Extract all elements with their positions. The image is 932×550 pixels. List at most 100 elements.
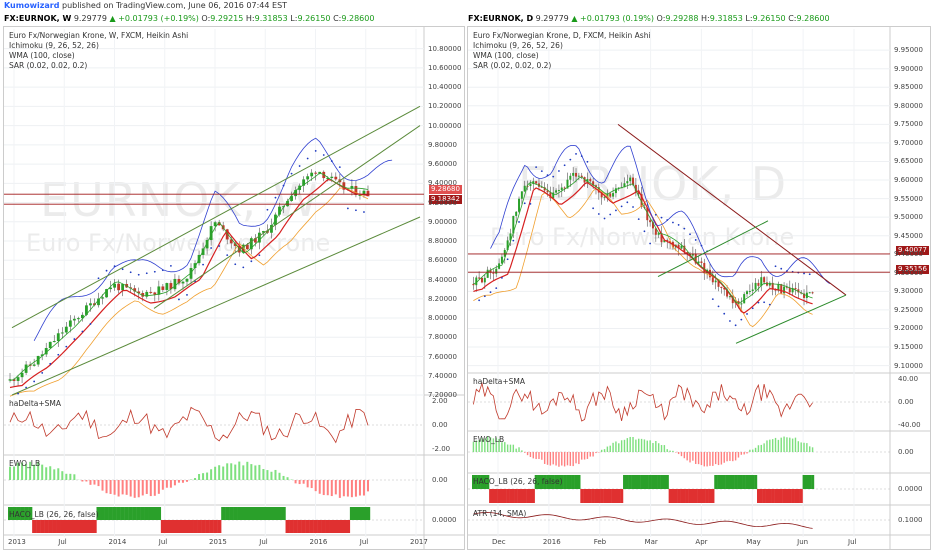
sar-dot: [632, 206, 634, 208]
candle-body: [532, 181, 535, 184]
left-indicator-sar[interactable]: SAR (0.02, 0.02, 0.2): [9, 61, 88, 70]
haco-block: [100, 507, 105, 520]
candle-body: [68, 320, 72, 327]
candle-body: [694, 253, 697, 264]
candle: [677, 242, 680, 256]
right-sub1-label[interactable]: haDelta+SMA: [473, 377, 526, 386]
sar-dot: [145, 272, 148, 275]
candle-body: [310, 172, 314, 177]
right-chart-canvas[interactable]: [468, 27, 930, 549]
haco-block: [588, 489, 592, 503]
candle: [797, 282, 800, 299]
haco-block: [563, 475, 567, 489]
left-low: 9.26150: [297, 14, 331, 23]
haco-block: [152, 507, 158, 520]
candle: [651, 216, 654, 235]
candle-body: [350, 186, 354, 189]
haco-block: [757, 489, 761, 503]
candle-body: [509, 233, 512, 241]
price-tick-label: 8.20000: [428, 294, 457, 303]
candle-body: [811, 292, 814, 294]
candle-body: [245, 244, 249, 250]
candle: [503, 248, 506, 264]
sar-dot: [17, 392, 19, 395]
candle-body: [85, 305, 88, 315]
haco-block: [80, 520, 85, 533]
candle: [209, 221, 213, 246]
left-indicator-wma[interactable]: WMA (100, close): [9, 51, 75, 60]
haco-block: [213, 520, 218, 533]
price-tick-label: 10.40000: [428, 83, 462, 92]
candle: [290, 191, 293, 202]
candle: [121, 283, 125, 297]
left-chart-canvas[interactable]: [4, 27, 464, 549]
price-tick-label: 9.10000: [894, 361, 923, 370]
right-symbol[interactable]: FX:EURNOK, D: [468, 14, 534, 23]
haco-block: [104, 507, 109, 520]
candle: [506, 236, 509, 251]
sar-dot: [258, 254, 261, 257]
haco-block: [711, 489, 715, 503]
candle: [803, 289, 806, 306]
candle-body: [523, 185, 526, 192]
trend-line: [657, 220, 769, 277]
right-sub2-label[interactable]: EWO_LB: [473, 435, 505, 444]
candle-body: [515, 211, 518, 216]
left-symbol[interactable]: FX:EURNOK, W: [4, 14, 72, 23]
sar-dot: [129, 271, 132, 274]
candle: [606, 189, 609, 202]
haco-block: [176, 520, 182, 533]
right-sub4-label[interactable]: ATR (14, SMA): [473, 509, 527, 518]
right-indicator-wma[interactable]: WMA (100, close): [473, 51, 539, 60]
candle: [666, 238, 669, 249]
right-indicator-ichimoku[interactable]: Ichimoku (9, 26, 52, 26): [473, 41, 563, 50]
sar-dot: [717, 305, 720, 308]
sar-dot: [711, 298, 714, 301]
left-sub1-label[interactable]: haDelta+SMA: [9, 399, 62, 408]
haco-block: [506, 489, 510, 503]
sar-dot: [615, 209, 617, 212]
haco-block: [160, 520, 166, 533]
haco-block: [120, 507, 125, 520]
candle-body: [52, 341, 56, 343]
trend-line: [11, 216, 421, 396]
sar-dot: [677, 224, 680, 226]
sar-dot: [266, 208, 269, 211]
author-link[interactable]: Kumowizard: [4, 1, 60, 10]
time-tick-label: 2017: [410, 538, 428, 546]
right-indicator-sar[interactable]: SAR (0.02, 0.02, 0.2): [473, 61, 552, 70]
haco-block: [503, 489, 507, 503]
time-tick-label: 2013: [8, 538, 26, 546]
left-sub2-label[interactable]: EWO_LB: [9, 459, 41, 468]
candle-body: [249, 238, 253, 250]
haco-block: [742, 475, 746, 489]
candle-body: [486, 269, 489, 278]
candle-body: [137, 291, 141, 294]
candle: [366, 185, 370, 197]
sar-dot: [355, 209, 357, 212]
candle: [780, 283, 783, 295]
candle: [746, 290, 749, 298]
sar-dot: [322, 154, 325, 156]
left-chart-panel[interactable]: EURNOK, W Euro Fx/Norwegian Krone Euro F…: [3, 26, 465, 550]
haco-block: [719, 475, 723, 489]
right-sub3-label[interactable]: HACO_LB (26, 26, false): [473, 477, 563, 486]
candle-body: [12, 379, 16, 381]
candle-body: [145, 291, 149, 297]
right-open: 9.29288: [665, 14, 699, 23]
sar-dot: [57, 353, 60, 356]
left-indicator-ichimoku[interactable]: Ichimoku (9, 26, 52, 26): [9, 41, 99, 50]
candle: [165, 282, 169, 296]
candle: [36, 355, 40, 367]
candle-body: [717, 280, 720, 287]
haco-block: [297, 520, 302, 533]
left-sub3-label[interactable]: HACO_LB (26, 26, false): [9, 510, 99, 519]
haco-block: [745, 475, 749, 489]
haco-block: [708, 489, 712, 503]
right-chart-panel[interactable]: EURNOK, D Euro Fx/Norwegian Krone Euro F…: [467, 26, 931, 550]
candle-body: [600, 192, 603, 198]
haco-block: [808, 475, 812, 489]
haco-block: [148, 507, 153, 520]
candle-body: [572, 172, 575, 176]
candle-body: [330, 176, 334, 178]
